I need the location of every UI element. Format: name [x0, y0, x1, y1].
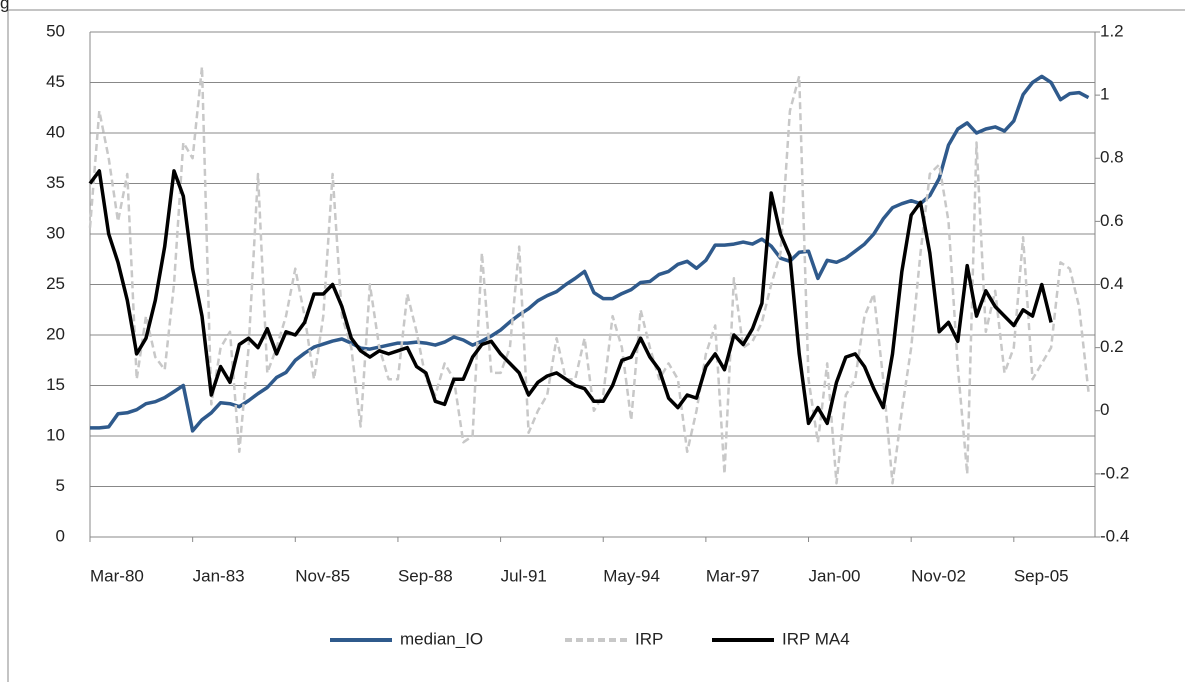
- legend-label: median_IO: [400, 629, 483, 648]
- y2-tick-label: 0.8: [1100, 148, 1124, 167]
- y-tick-label: 10: [46, 425, 65, 444]
- y2-tick-label: 0.6: [1100, 211, 1124, 230]
- y2-tick-label: 0: [1100, 400, 1109, 419]
- y2-tick-label: 1: [1100, 85, 1109, 104]
- y-tick-label: 30: [46, 223, 65, 242]
- y2-tick-label: 0.2: [1100, 337, 1124, 356]
- y-tick-label: 25: [46, 274, 65, 293]
- legend-label: IRP MA4: [782, 629, 850, 648]
- x-tick-label: Nov-85: [295, 566, 350, 585]
- y2-tick-label: -0.4: [1100, 526, 1129, 545]
- y2-tick-label: -0.2: [1100, 463, 1129, 482]
- x-tick-label: Sep-05: [1014, 566, 1069, 585]
- y-tick-label: 40: [46, 122, 65, 141]
- series-line: [88, 65, 1090, 485]
- y2-tick-label: 0.4: [1100, 274, 1124, 293]
- x-tick-label: Sep-88: [398, 566, 453, 585]
- x-tick-label: Mar-80: [90, 566, 144, 585]
- caption-fragment: g: [0, 0, 9, 12]
- x-tick-label: Mar-97: [706, 566, 760, 585]
- y-tick-label: 5: [56, 476, 65, 495]
- x-tick-label: May-94: [603, 566, 660, 585]
- x-tick-label: Jul-91: [501, 566, 547, 585]
- series-line: [88, 169, 1053, 426]
- y-tick-label: 15: [46, 375, 65, 394]
- y2-tick-label: 1.2: [1100, 21, 1124, 40]
- y-tick-label: 0: [56, 526, 65, 545]
- legend-label: IRP: [635, 629, 663, 648]
- x-tick-label: Jan-83: [193, 566, 245, 585]
- x-tick-label: Jan-00: [809, 566, 861, 585]
- y-tick-label: 35: [46, 173, 65, 192]
- x-tick-label: Nov-02: [911, 566, 966, 585]
- y-tick-label: 50: [46, 21, 65, 40]
- y-tick-label: 45: [46, 72, 65, 91]
- y-tick-label: 20: [46, 324, 65, 343]
